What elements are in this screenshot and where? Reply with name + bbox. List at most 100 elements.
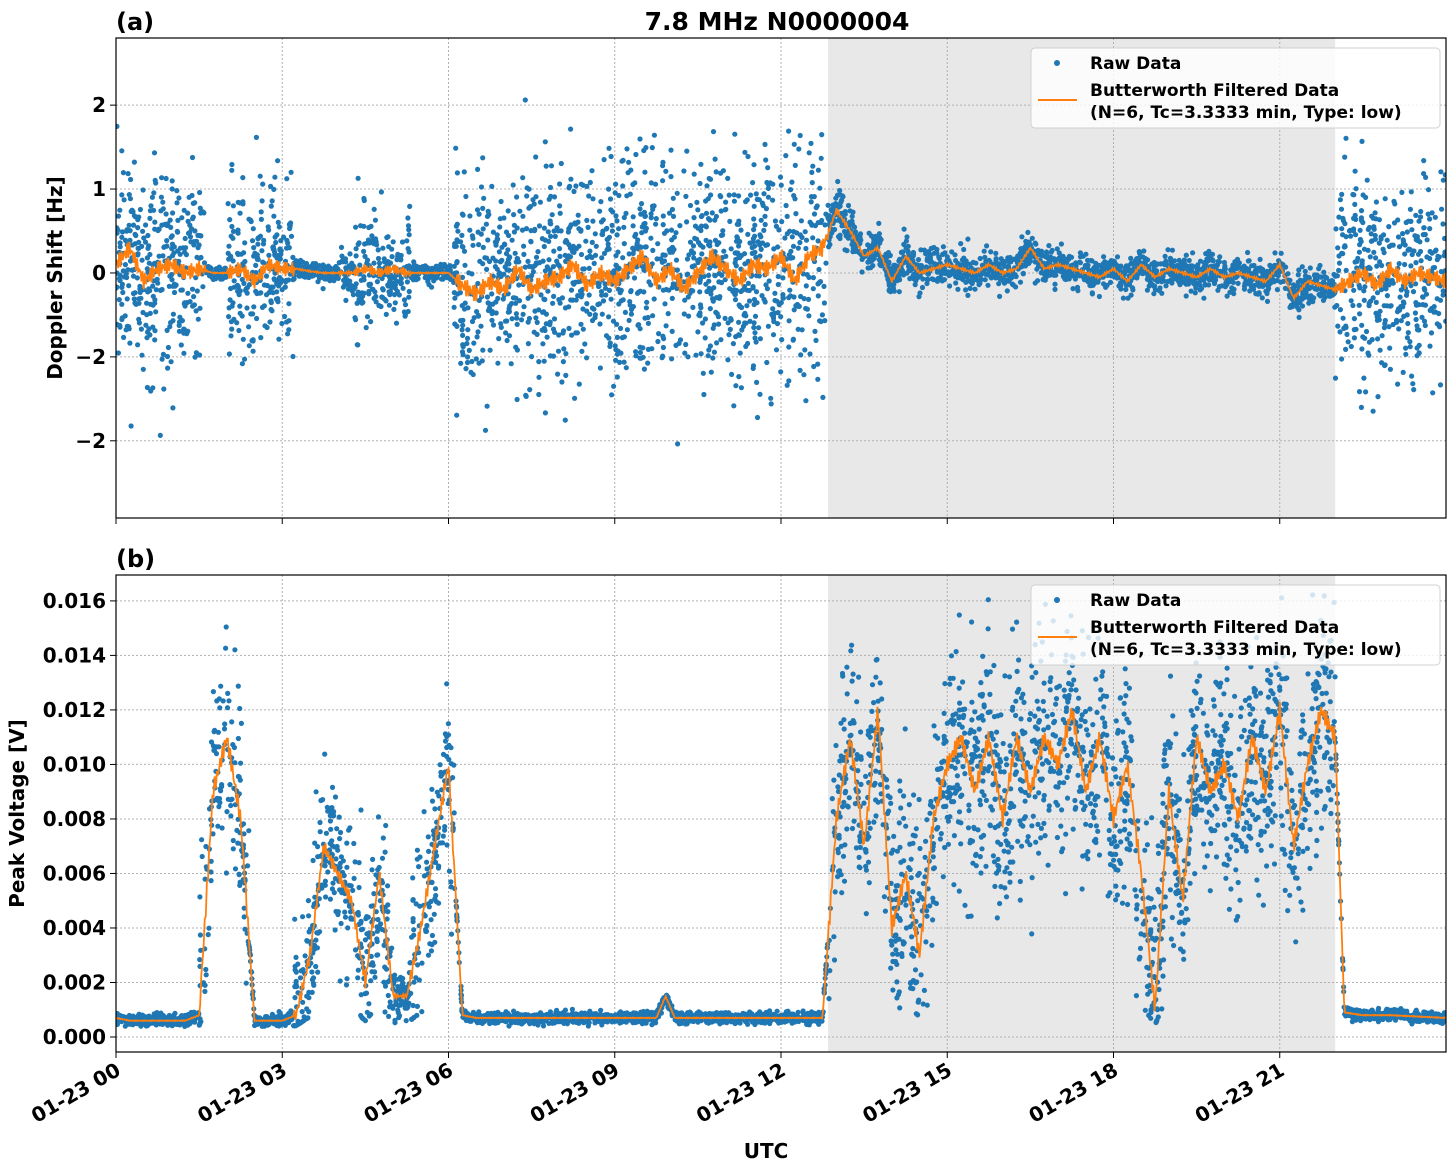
- y-tick-label: 0: [92, 261, 106, 285]
- raw-data-point: [1092, 802, 1099, 808]
- raw-data-point: [150, 324, 156, 330]
- raw-data-point: [591, 260, 597, 266]
- raw-data-point: [235, 288, 241, 294]
- raw-data-point: [698, 161, 704, 167]
- raw-data-point: [562, 417, 568, 423]
- raw-data-point: [611, 383, 617, 389]
- raw-data-point: [246, 343, 252, 349]
- raw-data-point: [654, 256, 660, 262]
- raw-data-point: [182, 235, 188, 242]
- raw-data-point: [1356, 302, 1362, 308]
- raw-data-point: [191, 294, 197, 300]
- raw-data-point: [119, 192, 125, 198]
- raw-data-point: [174, 188, 180, 194]
- raw-data-point: [1373, 199, 1379, 205]
- raw-data-point: [614, 218, 620, 224]
- raw-data-point: [809, 169, 815, 175]
- raw-data-point: [707, 306, 713, 312]
- raw-data-point: [479, 358, 485, 364]
- raw-data-point: [527, 387, 533, 393]
- raw-data-point: [547, 322, 553, 328]
- raw-data-point: [140, 309, 146, 316]
- raw-data-point: [510, 182, 516, 188]
- raw-data-point: [1440, 292, 1446, 298]
- raw-data-point: [815, 293, 821, 299]
- raw-data-point: [1335, 323, 1341, 329]
- raw-data-point: [200, 209, 206, 215]
- raw-data-point: [1186, 257, 1192, 264]
- raw-data-point: [650, 247, 656, 253]
- raw-data-point: [1337, 329, 1343, 335]
- raw-data-point: [125, 267, 131, 273]
- raw-data-point: [1386, 324, 1392, 330]
- raw-data-point: [279, 287, 285, 293]
- raw-data-point: [806, 150, 812, 156]
- raw-data-point: [371, 295, 377, 301]
- raw-data-point: [949, 249, 955, 255]
- raw-data-point: [246, 324, 252, 330]
- raw-data-point: [548, 233, 554, 239]
- raw-data-point: [1043, 271, 1049, 277]
- raw-data-point: [469, 271, 475, 277]
- raw-data-point: [141, 235, 147, 241]
- raw-data-point: [1111, 834, 1117, 840]
- raw-data-point: [130, 273, 137, 279]
- raw-data-point: [485, 237, 491, 243]
- raw-data-point: [1368, 231, 1374, 237]
- raw-data-point: [1235, 280, 1241, 286]
- raw-data-point: [620, 297, 626, 303]
- raw-data-point: [620, 255, 626, 261]
- raw-data-point: [624, 146, 630, 152]
- raw-data-point: [485, 208, 491, 214]
- raw-data-point: [226, 305, 232, 311]
- raw-data-point: [806, 313, 812, 319]
- raw-data-point: [525, 258, 531, 264]
- raw-data-point: [1350, 228, 1357, 234]
- raw-data-point: [1440, 221, 1446, 227]
- raw-data-point: [1128, 255, 1134, 261]
- raw-data-point: [598, 199, 604, 205]
- raw-data-point: [717, 193, 723, 199]
- raw-data-point: [274, 296, 280, 302]
- raw-data-point: [662, 301, 668, 307]
- raw-data-point: [698, 227, 704, 234]
- raw-data-point: [149, 194, 155, 200]
- raw-data-point: [751, 324, 757, 331]
- raw-data-point: [551, 293, 557, 299]
- raw-data-point: [648, 180, 654, 186]
- raw-data-point: [1333, 226, 1339, 232]
- raw-data-point: [168, 359, 174, 365]
- raw-data-point: [579, 348, 585, 354]
- raw-data-point: [163, 211, 169, 217]
- raw-data-point: [240, 175, 246, 181]
- raw-data-point: [762, 213, 768, 219]
- raw-data-point: [1317, 293, 1323, 299]
- raw-data-point: [668, 174, 674, 180]
- raw-data-point: [810, 275, 817, 281]
- raw-data-point: [384, 234, 390, 241]
- raw-data-point: [355, 175, 361, 181]
- raw-data-point: [483, 221, 489, 227]
- raw-data-point: [519, 227, 526, 233]
- raw-data-point: [774, 321, 781, 327]
- raw-data-point: [758, 217, 764, 223]
- raw-data-point: [157, 287, 164, 293]
- raw-data-point: [705, 353, 711, 359]
- raw-data-point: [255, 241, 261, 247]
- raw-data-point: [1282, 285, 1288, 291]
- raw-data-point: [1255, 291, 1261, 297]
- raw-data-point: [121, 334, 127, 340]
- raw-data-point: [569, 332, 575, 338]
- raw-data-point: [1297, 300, 1303, 306]
- raw-data-point: [606, 186, 612, 192]
- raw-data-point: [1158, 275, 1164, 281]
- raw-data-point: [1218, 712, 1224, 718]
- raw-data-point: [242, 240, 248, 246]
- raw-data-point: [1371, 226, 1377, 232]
- raw-data-point: [1156, 288, 1162, 294]
- raw-data-point: [451, 304, 457, 310]
- raw-data-point: [1210, 258, 1216, 264]
- raw-data-point: [1334, 273, 1340, 279]
- raw-data-point: [1100, 669, 1106, 675]
- raw-data-point: [743, 343, 749, 349]
